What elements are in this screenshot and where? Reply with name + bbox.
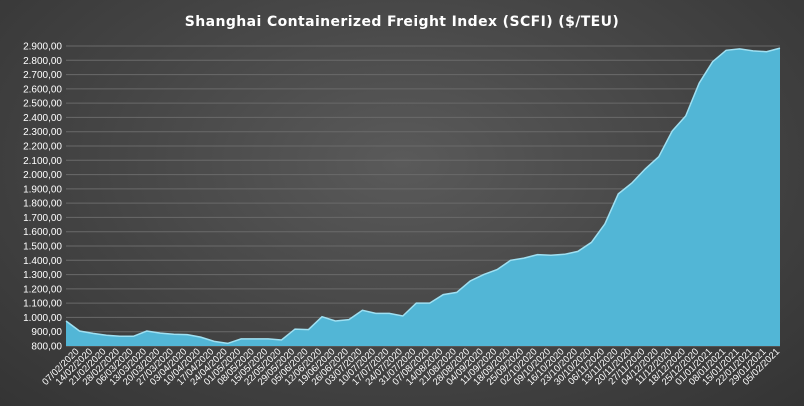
y-tick-label: 1.400,00 <box>23 256 62 267</box>
y-tick-label: 900,00 <box>31 327 62 338</box>
area-edge-line <box>65 47 781 345</box>
y-tick-label: 2.400,00 <box>23 113 62 124</box>
y-tick-label: 1.600,00 <box>23 227 62 238</box>
y-tick-label: 2.200,00 <box>23 142 62 153</box>
y-tick-label: 1.800,00 <box>23 199 62 210</box>
y-tick-label: 1.000,00 <box>23 313 62 324</box>
x-axis-ticks: 07/02/202014/02/202021/02/202028/02/2020… <box>40 346 782 387</box>
area-series <box>65 47 781 346</box>
y-tick-label: 1.300,00 <box>23 270 62 281</box>
y-tick-label: 2.300,00 <box>23 127 62 138</box>
y-tick-label: 2.600,00 <box>23 84 62 95</box>
y-tick-label: 2.500,00 <box>23 99 62 110</box>
y-tick-label: 1.900,00 <box>23 184 62 195</box>
y-tick-label: 800,00 <box>31 342 62 353</box>
y-tick-label: 2.800,00 <box>23 56 62 67</box>
y-tick-label: 1.100,00 <box>23 299 62 310</box>
y-axis-ticks: 800,00 900,00 1.000,00 1.100,00 1.200,00 1.30… <box>23 42 62 353</box>
area-fill <box>66 48 780 346</box>
y-tick-label: 1.500,00 <box>23 242 62 253</box>
y-tick-label: 2.000,00 <box>23 170 62 181</box>
y-tick-label: 2.900,00 <box>23 42 62 53</box>
y-tick-label: 2.700,00 <box>23 70 62 81</box>
y-tick-label: 1.700,00 <box>23 213 62 224</box>
y-tick-label: 1.200,00 <box>23 284 62 295</box>
chart-title: Shanghai Containerized Freight Index (SC… <box>185 14 619 30</box>
y-tick-label: 2.100,00 <box>23 156 62 167</box>
